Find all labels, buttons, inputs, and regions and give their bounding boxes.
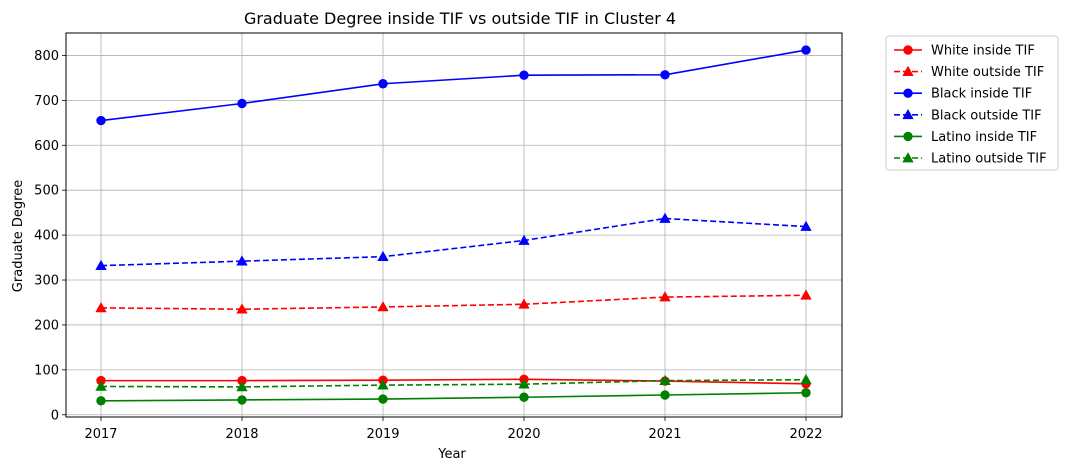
legend-label: Latino inside TIF — [931, 130, 1037, 145]
x-tick-label: 2017 — [84, 427, 117, 442]
series-line-latino-outside-tif — [100, 378, 807, 388]
chart-title: Graduate Degree inside TIF vs outside TI… — [244, 9, 676, 28]
data-point-latino-outside-tif — [236, 381, 248, 392]
legend-marker — [903, 45, 913, 55]
series-layer — [95, 45, 812, 406]
plot-frame — [65, 32, 843, 418]
series-latino-inside-tif — [96, 388, 811, 406]
series-white-outside-tif — [95, 289, 812, 314]
legend-label: Black inside TIF — [931, 87, 1032, 102]
legend-marker — [903, 88, 913, 98]
data-point-black-outside-tif — [95, 259, 107, 270]
data-point-latino-inside-tif — [519, 392, 529, 402]
data-point-black-outside-tif — [800, 220, 812, 231]
legend-marker — [903, 131, 913, 142]
legend-item-latino-outside-tif: Latino outside TIF — [894, 152, 1047, 167]
legend-label: Black outside TIF — [931, 108, 1042, 123]
y-tick-label: 800 — [34, 49, 59, 64]
y-tick-label: 300 — [34, 274, 59, 289]
data-point-latino-outside-tif — [95, 380, 107, 391]
data-point-black-outside-tif — [659, 212, 671, 223]
data-point-black-inside-tif — [378, 79, 388, 89]
data-point-white-outside-tif — [800, 289, 812, 300]
data-point-latino-outside-tif — [800, 373, 812, 385]
y-tick-label: 600 — [34, 139, 59, 154]
data-point-black-outside-tif — [518, 234, 530, 245]
legend-item-white-inside-tif: White inside TIF — [894, 44, 1035, 59]
series-black-inside-tif — [96, 45, 811, 126]
data-point-white-outside-tif — [377, 301, 389, 312]
x-tick-label: 2018 — [225, 427, 258, 442]
data-point-black-inside-tif — [801, 45, 811, 55]
y-tick-label: 700 — [34, 94, 59, 109]
legend-item-latino-inside-tif: Latino inside TIF — [894, 130, 1037, 145]
series-line-white-outside-tif — [100, 294, 807, 311]
legend-item-black-outside-tif: Black outside TIF — [894, 108, 1042, 123]
legend-label: White outside TIF — [931, 65, 1044, 80]
data-point-latino-inside-tif — [237, 395, 247, 405]
x-tick-label: 2021 — [648, 427, 681, 442]
series-latino-outside-tif — [95, 373, 812, 392]
series-line-black-outside-tif — [100, 217, 807, 267]
legend-box — [885, 35, 1059, 171]
data-point-white-outside-tif — [95, 302, 107, 313]
x-tick-label: 2022 — [789, 427, 822, 442]
legend-marker — [902, 65, 914, 76]
legend-label: Latino outside TIF — [931, 152, 1047, 167]
series-line-black-inside-tif — [100, 49, 807, 122]
data-point-latino-outside-tif — [518, 378, 530, 389]
legend-marker — [902, 152, 914, 163]
data-point-black-inside-tif — [96, 115, 106, 126]
data-point-white-outside-tif — [518, 298, 530, 309]
y-ticks: 0 100 200 300 400 500 600 700 800 — [34, 49, 66, 423]
data-point-black-inside-tif — [519, 70, 529, 80]
x-ticks: 2017 2018 2019 2020 2021 2022 — [84, 417, 823, 442]
data-point-latino-inside-tif — [801, 388, 811, 398]
y-tick-label: 0 — [51, 408, 59, 423]
grid — [66, 33, 842, 417]
data-point-black-outside-tif — [236, 255, 248, 266]
data-point-black-outside-tif — [377, 250, 389, 262]
data-point-latino-inside-tif — [660, 390, 670, 400]
data-point-latino-outside-tif — [659, 374, 671, 385]
legend-label: White inside TIF — [931, 44, 1035, 59]
x-tick-label: 2019 — [366, 427, 399, 442]
data-point-black-inside-tif — [237, 98, 247, 109]
y-tick-label: 400 — [34, 229, 59, 244]
data-point-white-outside-tif — [236, 303, 248, 314]
data-point-white-outside-tif — [659, 291, 671, 302]
data-point-black-inside-tif — [660, 70, 670, 80]
data-point-latino-inside-tif — [378, 394, 388, 404]
legend: White inside TIF White outside TIF Black i… — [885, 35, 1059, 171]
data-point-latino-inside-tif — [96, 396, 106, 406]
y-tick-label: 200 — [34, 318, 59, 333]
y-axis-label: Graduate Degree — [11, 180, 26, 292]
legend-item-white-outside-tif: White outside TIF — [894, 65, 1044, 80]
data-point-latino-outside-tif — [377, 379, 389, 390]
x-axis-label: Year — [437, 447, 466, 462]
series-black-outside-tif — [95, 212, 812, 270]
y-tick-label: 100 — [34, 363, 59, 378]
x-tick-label: 2020 — [507, 427, 540, 442]
series-line-latino-inside-tif — [100, 391, 807, 402]
y-tick-label: 500 — [34, 184, 59, 199]
legend-marker — [902, 108, 914, 120]
series-line-white-inside-tif — [101, 378, 807, 385]
legend-item-black-inside-tif: Black inside TIF — [894, 87, 1032, 102]
